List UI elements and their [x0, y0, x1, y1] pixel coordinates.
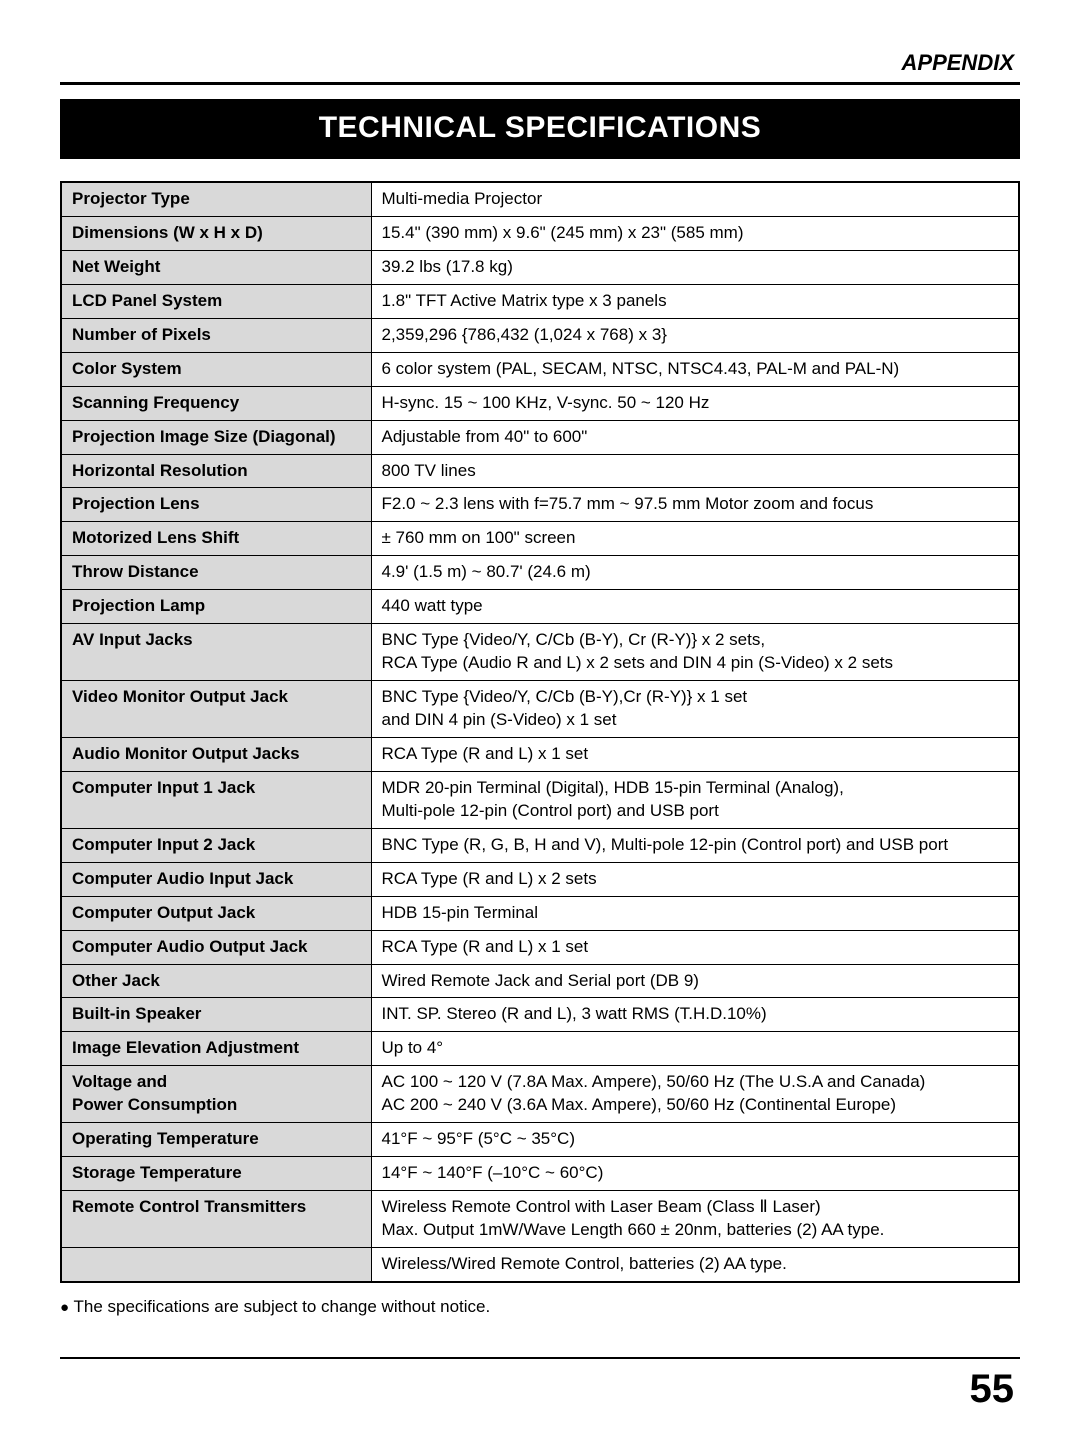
spec-value: INT. SP. Stereo (R and L), 3 watt RMS (T…	[371, 998, 1019, 1032]
change-notice-text: The specifications are subject to change…	[73, 1297, 490, 1316]
spec-value: 39.2 lbs (17.8 kg)	[371, 250, 1019, 284]
table-row: Computer Audio Output JackRCA Type (R an…	[61, 930, 1019, 964]
spec-value: Adjustable from 40" to 600"	[371, 420, 1019, 454]
page-title: TECHNICAL SPECIFICATIONS	[60, 99, 1020, 159]
table-row: Wireless/Wired Remote Control, batteries…	[61, 1247, 1019, 1281]
page: APPENDIX TECHNICAL SPECIFICATIONS Projec…	[0, 0, 1080, 1452]
spec-value: 14°F ~ 140°F (–10°C ~ 60°C)	[371, 1157, 1019, 1191]
table-row: Projection Image Size (Diagonal)Adjustab…	[61, 420, 1019, 454]
spec-value: 4.9' (1.5 m) ~ 80.7' (24.6 m)	[371, 556, 1019, 590]
spec-value: BNC Type {Video/Y, C/Cb (B-Y), Cr (R-Y)}…	[371, 624, 1019, 681]
spec-label: Projection Lens	[61, 488, 371, 522]
spec-label: Dimensions (W x H x D)	[61, 216, 371, 250]
spec-label: Video Monitor Output Jack	[61, 681, 371, 738]
table-row: Remote Control TransmittersWireless Remo…	[61, 1191, 1019, 1248]
section-label: APPENDIX	[60, 50, 1020, 76]
spec-label: Scanning Frequency	[61, 386, 371, 420]
spec-label: Net Weight	[61, 250, 371, 284]
spec-label: Horizontal Resolution	[61, 454, 371, 488]
table-row: Audio Monitor Output JacksRCA Type (R an…	[61, 737, 1019, 771]
table-row: Operating Temperature41°F ~ 95°F (5°C ~ …	[61, 1123, 1019, 1157]
spec-value: Wired Remote Jack and Serial port (DB 9)	[371, 964, 1019, 998]
spec-label: Storage Temperature	[61, 1157, 371, 1191]
table-row: Number of Pixels2,359,296 {786,432 (1,02…	[61, 318, 1019, 352]
spec-value: Wireless/Wired Remote Control, batteries…	[371, 1247, 1019, 1281]
spec-label: Remote Control Transmitters	[61, 1191, 371, 1248]
table-row: Scanning FrequencyH-sync. 15 ~ 100 KHz, …	[61, 386, 1019, 420]
spec-label: Motorized Lens Shift	[61, 522, 371, 556]
table-row: Projection Lamp440 watt type	[61, 590, 1019, 624]
footer-rule	[60, 1357, 1020, 1359]
spec-value: 800 TV lines	[371, 454, 1019, 488]
table-row: Other JackWired Remote Jack and Serial p…	[61, 964, 1019, 998]
table-row: Color System6 color system (PAL, SECAM, …	[61, 352, 1019, 386]
spec-value: 2,359,296 {786,432 (1,024 x 768) x 3}	[371, 318, 1019, 352]
spec-value: F2.0 ~ 2.3 lens with f=75.7 mm ~ 97.5 mm…	[371, 488, 1019, 522]
spec-label: Computer Audio Input Jack	[61, 862, 371, 896]
table-row: Image Elevation AdjustmentUp to 4°	[61, 1032, 1019, 1066]
table-row: Voltage andPower ConsumptionAC 100 ~ 120…	[61, 1066, 1019, 1123]
table-row: Built-in SpeakerINT. SP. Stereo (R and L…	[61, 998, 1019, 1032]
bullet-icon: ●	[60, 1299, 69, 1316]
spec-label: Computer Audio Output Jack	[61, 930, 371, 964]
page-number: 55	[60, 1367, 1020, 1412]
spec-value: 440 watt type	[371, 590, 1019, 624]
spec-label: AV Input Jacks	[61, 624, 371, 681]
table-row: Storage Temperature14°F ~ 140°F (–10°C ~…	[61, 1157, 1019, 1191]
change-notice: ● The specifications are subject to chan…	[60, 1297, 1020, 1317]
spec-label: Projection Image Size (Diagonal)	[61, 420, 371, 454]
spec-value: BNC Type {Video/Y, C/Cb (B-Y),Cr (R-Y)} …	[371, 681, 1019, 738]
spec-label: LCD Panel System	[61, 284, 371, 318]
table-row: Computer Audio Input JackRCA Type (R and…	[61, 862, 1019, 896]
spec-label: Operating Temperature	[61, 1123, 371, 1157]
spec-value: HDB 15-pin Terminal	[371, 896, 1019, 930]
table-row: Computer Input 2 JackBNC Type (R, G, B, …	[61, 828, 1019, 862]
spec-value: RCA Type (R and L) x 1 set	[371, 737, 1019, 771]
spec-label: Voltage andPower Consumption	[61, 1066, 371, 1123]
table-row: Projector TypeMulti-media Projector	[61, 182, 1019, 216]
specs-table: Projector TypeMulti-media ProjectorDimen…	[60, 181, 1020, 1283]
spec-value: Up to 4°	[371, 1032, 1019, 1066]
table-row: LCD Panel System1.8" TFT Active Matrix t…	[61, 284, 1019, 318]
table-row: Projection LensF2.0 ~ 2.3 lens with f=75…	[61, 488, 1019, 522]
spec-label: Image Elevation Adjustment	[61, 1032, 371, 1066]
spec-value: Multi-media Projector	[371, 182, 1019, 216]
table-row: Computer Output JackHDB 15-pin Terminal	[61, 896, 1019, 930]
spec-value: RCA Type (R and L) x 2 sets	[371, 862, 1019, 896]
spec-value: 41°F ~ 95°F (5°C ~ 35°C)	[371, 1123, 1019, 1157]
spec-label: Computer Input 2 Jack	[61, 828, 371, 862]
spec-label: Audio Monitor Output Jacks	[61, 737, 371, 771]
spec-label: Built-in Speaker	[61, 998, 371, 1032]
table-row: Net Weight39.2 lbs (17.8 kg)	[61, 250, 1019, 284]
table-row: Video Monitor Output JackBNC Type {Video…	[61, 681, 1019, 738]
spec-label: Computer Output Jack	[61, 896, 371, 930]
table-row: Computer Input 1 JackMDR 20-pin Terminal…	[61, 771, 1019, 828]
spec-value: 1.8" TFT Active Matrix type x 3 panels	[371, 284, 1019, 318]
table-row: Motorized Lens Shift± 760 mm on 100" scr…	[61, 522, 1019, 556]
spec-value: 6 color system (PAL, SECAM, NTSC, NTSC4.…	[371, 352, 1019, 386]
spec-label: Number of Pixels	[61, 318, 371, 352]
spec-label: Computer Input 1 Jack	[61, 771, 371, 828]
spec-value: AC 100 ~ 120 V (7.8A Max. Ampere), 50/60…	[371, 1066, 1019, 1123]
spec-value: ± 760 mm on 100" screen	[371, 522, 1019, 556]
table-row: Horizontal Resolution800 TV lines	[61, 454, 1019, 488]
spec-value: 15.4" (390 mm) x 9.6" (245 mm) x 23" (58…	[371, 216, 1019, 250]
spec-label: Other Jack	[61, 964, 371, 998]
spec-label: Projector Type	[61, 182, 371, 216]
table-row: AV Input JacksBNC Type {Video/Y, C/Cb (B…	[61, 624, 1019, 681]
header-rule	[60, 82, 1020, 85]
spec-label: Color System	[61, 352, 371, 386]
table-row: Dimensions (W x H x D)15.4" (390 mm) x 9…	[61, 216, 1019, 250]
spec-label	[61, 1247, 371, 1281]
table-row: Throw Distance4.9' (1.5 m) ~ 80.7' (24.6…	[61, 556, 1019, 590]
spec-label: Projection Lamp	[61, 590, 371, 624]
spec-value: BNC Type (R, G, B, H and V), Multi-pole …	[371, 828, 1019, 862]
spec-value: RCA Type (R and L) x 1 set	[371, 930, 1019, 964]
spec-value: Wireless Remote Control with Laser Beam …	[371, 1191, 1019, 1248]
spec-value: MDR 20-pin Terminal (Digital), HDB 15-pi…	[371, 771, 1019, 828]
spec-label: Throw Distance	[61, 556, 371, 590]
spec-value: H-sync. 15 ~ 100 KHz, V-sync. 50 ~ 120 H…	[371, 386, 1019, 420]
